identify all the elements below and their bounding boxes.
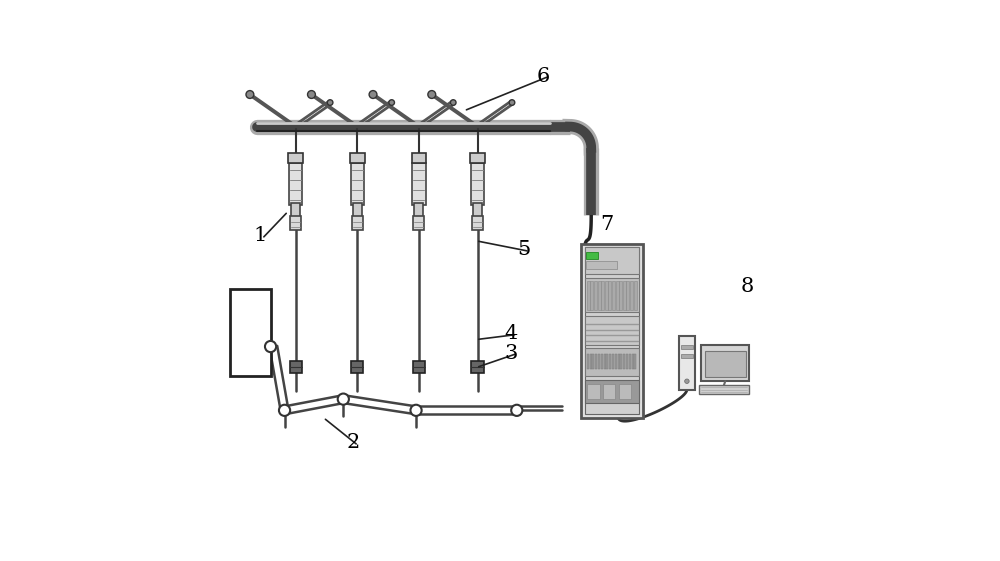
Bar	[623, 354, 625, 370]
Bar	[603, 384, 615, 398]
Bar	[630, 280, 633, 310]
Circle shape	[685, 379, 689, 384]
Bar	[609, 354, 611, 370]
Bar	[618, 354, 620, 370]
Bar	[606, 354, 608, 370]
Circle shape	[389, 100, 394, 105]
Text: 5: 5	[517, 240, 530, 259]
Bar	[619, 280, 622, 310]
Text: 3: 3	[504, 344, 518, 363]
Bar	[612, 280, 615, 310]
Bar	[598, 280, 601, 310]
Bar	[629, 354, 631, 370]
Bar	[626, 354, 628, 370]
Bar	[353, 203, 362, 219]
Bar	[587, 280, 590, 310]
Bar	[350, 153, 365, 163]
Bar	[592, 354, 594, 370]
Circle shape	[450, 100, 456, 105]
Bar	[585, 380, 639, 403]
Bar	[681, 345, 693, 349]
Bar	[585, 247, 639, 274]
Circle shape	[338, 393, 349, 404]
Text: 6: 6	[536, 67, 550, 86]
Bar	[587, 354, 589, 370]
Bar	[619, 384, 631, 398]
Text: 8: 8	[741, 277, 754, 296]
Text: 4: 4	[504, 324, 518, 343]
Bar	[701, 345, 749, 381]
Bar	[634, 280, 637, 310]
Text: 1: 1	[254, 226, 267, 245]
Bar	[288, 153, 303, 163]
Circle shape	[428, 90, 436, 98]
Bar	[351, 163, 364, 205]
Bar	[585, 247, 639, 414]
Bar	[413, 216, 424, 230]
Bar	[585, 348, 639, 376]
Bar	[605, 280, 608, 310]
Bar	[632, 354, 634, 370]
Circle shape	[265, 341, 276, 352]
Text: 2: 2	[346, 434, 359, 452]
Bar	[604, 354, 606, 370]
Bar	[623, 280, 626, 310]
Bar	[620, 354, 622, 370]
Bar	[681, 354, 693, 358]
Bar	[587, 384, 600, 398]
Circle shape	[511, 404, 522, 416]
Bar	[414, 203, 423, 219]
Bar	[594, 280, 597, 310]
Bar	[586, 261, 617, 269]
Bar	[230, 289, 271, 376]
Bar	[679, 337, 695, 390]
Bar	[586, 252, 598, 259]
Circle shape	[369, 90, 377, 98]
Bar	[471, 361, 484, 374]
Circle shape	[279, 404, 290, 416]
Bar	[412, 163, 426, 205]
Circle shape	[308, 90, 315, 98]
Bar	[590, 354, 592, 370]
Bar	[352, 216, 363, 230]
Bar	[471, 163, 484, 205]
Bar	[472, 216, 483, 230]
Bar	[351, 361, 363, 374]
Bar	[585, 316, 639, 345]
Bar	[601, 280, 604, 310]
Circle shape	[410, 404, 422, 416]
Bar	[616, 280, 619, 310]
Circle shape	[509, 100, 515, 105]
Bar	[608, 280, 611, 310]
Bar	[470, 153, 485, 163]
Bar	[601, 354, 603, 370]
Bar	[699, 385, 749, 393]
Circle shape	[246, 90, 254, 98]
Bar	[595, 354, 597, 370]
Bar	[412, 153, 426, 163]
Bar	[473, 203, 482, 219]
Text: 7: 7	[601, 215, 614, 234]
Bar	[634, 354, 636, 370]
Bar	[705, 351, 746, 378]
Circle shape	[327, 100, 333, 105]
Bar	[413, 361, 425, 374]
Bar	[626, 280, 629, 310]
Bar	[581, 244, 643, 417]
Bar	[585, 278, 639, 312]
Bar	[289, 163, 302, 205]
Bar	[290, 361, 302, 374]
Bar	[612, 354, 614, 370]
Bar	[590, 280, 593, 310]
Bar	[598, 354, 600, 370]
Bar	[291, 203, 300, 219]
Bar	[290, 216, 301, 230]
Bar	[615, 354, 617, 370]
